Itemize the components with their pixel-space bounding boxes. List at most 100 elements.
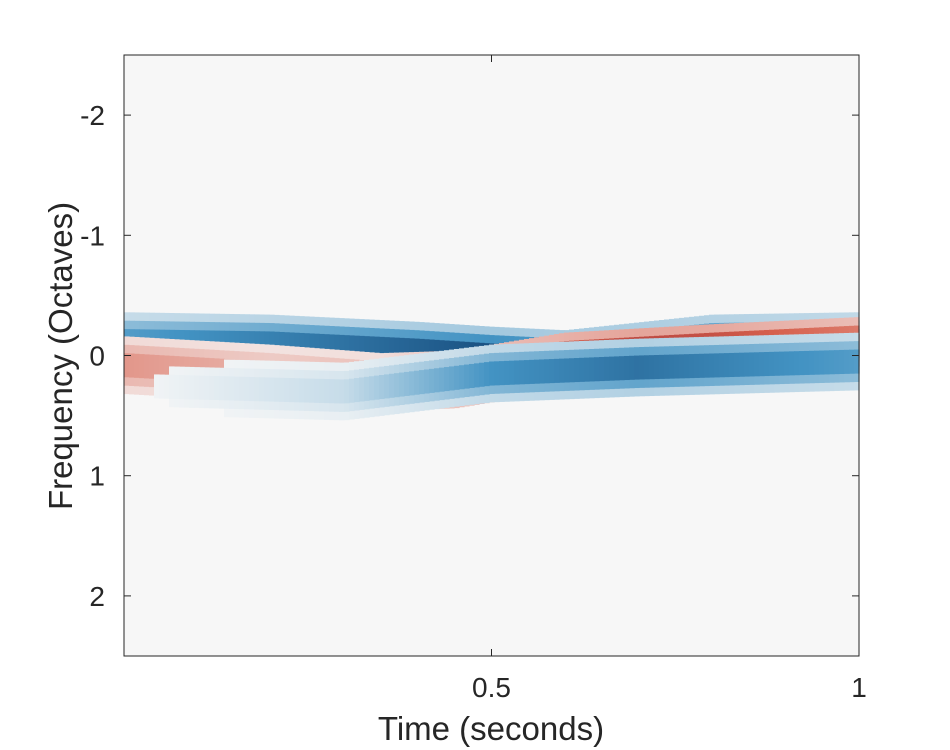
- heatmap-cell: [504, 360, 510, 385]
- heatmap-cell: [654, 355, 660, 380]
- heatmap-cell: [334, 379, 340, 404]
- heatmap-cell: [854, 349, 860, 374]
- heatmap-cell: [754, 352, 760, 377]
- heatmap-cell: [509, 360, 515, 385]
- heatmap-cell: [849, 349, 855, 374]
- heatmap-cell: [589, 357, 595, 382]
- heatmap-cell: [534, 359, 540, 384]
- y-tick-label: 0: [89, 341, 105, 372]
- heatmap-cell: [259, 331, 265, 356]
- heatmap-cell: [639, 355, 645, 380]
- heatmap-cell: [329, 379, 335, 404]
- heatmap-cell: [769, 351, 775, 376]
- heatmap-cell: [804, 350, 810, 375]
- heatmap-cell: [384, 337, 390, 362]
- heatmap-cell: [169, 374, 175, 399]
- heatmap-cell: [284, 377, 290, 402]
- heatmap-cell: [354, 378, 360, 403]
- heatmap-cell: [339, 334, 345, 359]
- heatmap-cell: [809, 350, 815, 375]
- heatmap-cell: [524, 360, 530, 385]
- heatmap-cell: [779, 351, 785, 376]
- heatmap-cell: [409, 338, 415, 363]
- heatmap-cell: [254, 331, 260, 356]
- heatmap-cell: [439, 367, 445, 392]
- heatmap-cell: [399, 337, 405, 362]
- heatmap-cell: [424, 339, 430, 364]
- heatmap-cell: [664, 354, 670, 379]
- heatmap-cell: [144, 354, 150, 379]
- heatmap-cell: [264, 331, 270, 356]
- y-tick-label: -1: [80, 220, 105, 251]
- heatmap-cell: [189, 375, 195, 400]
- heatmap-cell: [784, 351, 790, 376]
- heatmap-cell: [214, 376, 220, 401]
- heatmap-cell: [344, 335, 350, 360]
- heatmap-cell: [374, 375, 380, 400]
- heatmap-cell: [384, 374, 390, 399]
- heatmap-cell: [584, 357, 590, 382]
- x-axis-ticks: 0.5 1: [472, 55, 867, 703]
- heatmap-cell: [194, 375, 200, 400]
- heatmap-cell: [824, 350, 830, 375]
- heatmap-cell: [619, 356, 625, 381]
- heatmap-cell: [314, 378, 320, 403]
- heatmap-cell: [404, 371, 410, 396]
- heatmap-cell: [609, 356, 615, 381]
- heatmap-cell: [249, 377, 255, 402]
- heatmap-cell: [134, 353, 140, 378]
- heatmap-cell: [309, 333, 315, 358]
- heatmap-cell: [154, 374, 160, 399]
- heatmap-cell: [294, 378, 300, 403]
- heatmap-cell: [199, 375, 205, 400]
- heatmap-cell: [629, 355, 635, 380]
- heatmap-cell: [139, 354, 145, 379]
- heatmap-cell: [479, 362, 485, 387]
- heatmap-cell: [319, 333, 325, 358]
- heatmap-cell: [759, 352, 765, 377]
- heatmap-cell: [154, 354, 160, 379]
- heatmap-cell: [734, 352, 740, 377]
- heatmap-cell: [549, 359, 555, 384]
- heatmap-cell: [274, 331, 280, 356]
- heatmap-cell: [164, 355, 170, 380]
- heatmap-cell: [419, 338, 425, 363]
- heatmap-cell: [269, 331, 275, 356]
- y-axis-ticks: -2 -1 0 1 2: [80, 100, 859, 612]
- heatmap-cell: [729, 352, 735, 378]
- heatmap-cell: [539, 359, 545, 384]
- heatmap-cell: [794, 351, 800, 376]
- heatmap-cell: [259, 377, 265, 402]
- heatmap-cell: [159, 374, 165, 399]
- heatmap-cell: [369, 336, 375, 361]
- heatmap-cell: [364, 376, 370, 401]
- heatmap-cell: [389, 373, 395, 398]
- heatmap-cell: [299, 378, 305, 403]
- x-tick-label: 0.5: [472, 672, 511, 703]
- heatmap-cell: [294, 332, 300, 357]
- y-tick-label: 2: [89, 581, 105, 612]
- heatmap-cell: [414, 338, 420, 363]
- heatmap-cell: [254, 377, 260, 402]
- heatmap-cell: [719, 353, 725, 378]
- heatmap-cell: [569, 358, 575, 383]
- heatmap-cell: [844, 349, 850, 374]
- heatmap-cell: [579, 357, 585, 382]
- heatmap-cell: [739, 352, 745, 377]
- heatmap-cell: [419, 370, 425, 395]
- heatmap-cell: [679, 354, 685, 379]
- heatmap-cell: [279, 377, 285, 402]
- heatmap-cell: [669, 354, 675, 379]
- heatmap-cell: [339, 379, 345, 404]
- heatmap-cell: [309, 378, 315, 403]
- heatmap-cell: [694, 353, 700, 378]
- heatmap-cell: [289, 332, 295, 357]
- heatmap-cell: [349, 335, 355, 360]
- heatmap-cell: [724, 353, 730, 378]
- heatmap-cell: [829, 350, 835, 375]
- heatmap-cell: [244, 376, 250, 401]
- heatmap-cell: [749, 352, 755, 377]
- heatmap-cell: [374, 336, 380, 361]
- heatmap-cell: [414, 370, 420, 395]
